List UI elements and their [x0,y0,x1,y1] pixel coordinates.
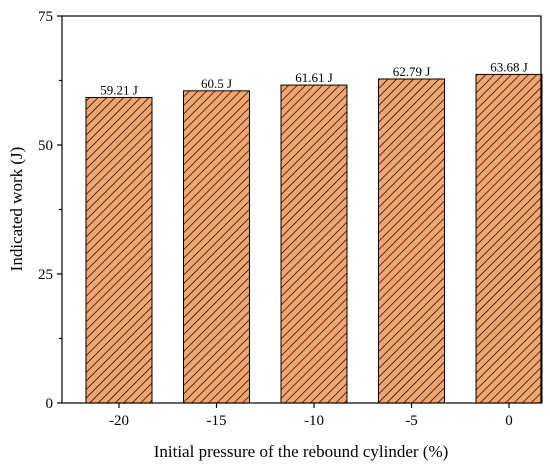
x-ticks-layer: -20 -15 -10 -5 0 [109,403,513,429]
x-tick-label: 0 [505,413,513,429]
bar [280,84,348,404]
bar [183,90,250,404]
x-tick-label: -20 [109,413,129,429]
bar-value-label: 61.61 J [295,70,333,85]
x-tick-label: -10 [304,413,324,429]
bar-value-label: 62.79 J [393,64,431,79]
x-axis-title: Initial pressure of the rebound cylinder… [154,442,449,461]
y-axis-title: Indicated work (J) [7,147,26,272]
bar [475,73,543,404]
x-tick-label: -15 [207,413,227,429]
y-tick-label: 75 [38,9,53,25]
x-tick-label: -5 [405,413,418,429]
data-labels-layer: 59.21 J 60.5 J 61.61 J 62.79 J 63.68 J [100,59,528,97]
bar [85,96,153,404]
bar [378,78,445,404]
y-ticks-layer: 0 25 50 75 [38,9,62,412]
bars-layer [85,73,543,404]
y-tick-label: 0 [46,396,54,412]
bar-value-label: 60.5 J [201,76,232,91]
y-tick-label: 25 [38,267,53,283]
y-tick-label: 50 [38,138,53,154]
bar-value-label: 59.21 J [100,82,138,97]
bar-value-label: 63.68 J [490,59,528,74]
